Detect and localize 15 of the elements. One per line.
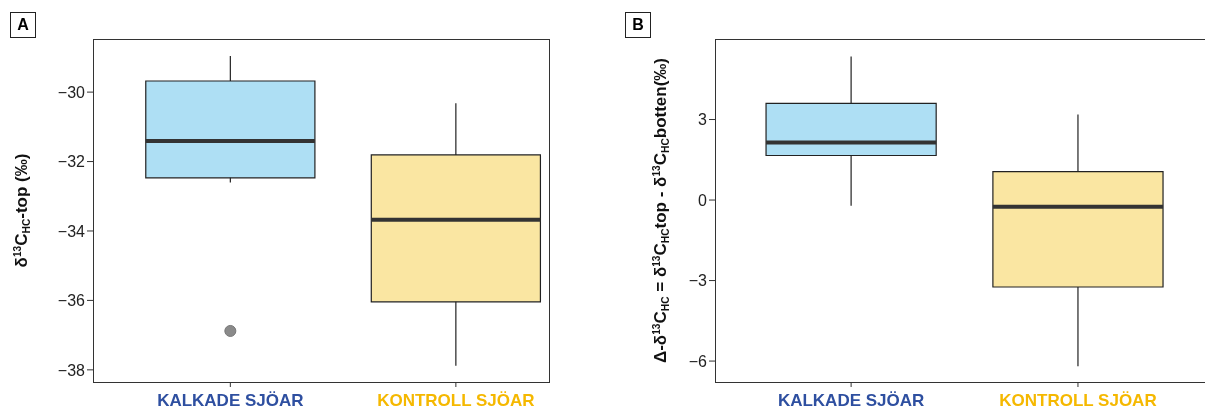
y-tick-label: −36 xyxy=(57,292,86,310)
y-tick-label: −32 xyxy=(57,153,86,171)
x-tick-label: KONTROLL SJÖAR xyxy=(377,391,535,410)
y-tick-label: −3 xyxy=(688,272,708,290)
x-tick-label: KONTROLL SJÖAR xyxy=(999,391,1157,410)
y-tick-label: −6 xyxy=(688,352,708,370)
chart-title: B xyxy=(625,12,651,38)
x-tick-label: KALKADE SJÖAR xyxy=(157,391,304,410)
y-tick-label: 3 xyxy=(698,111,708,129)
x-tick-label: KALKADE SJÖAR xyxy=(777,391,925,410)
y-tick-label: 0 xyxy=(698,191,708,209)
chart-title: A xyxy=(10,12,36,38)
y-tick-label: −30 xyxy=(57,83,86,101)
y-tick-label: −38 xyxy=(57,361,86,379)
y-tick-label: −34 xyxy=(57,222,86,240)
